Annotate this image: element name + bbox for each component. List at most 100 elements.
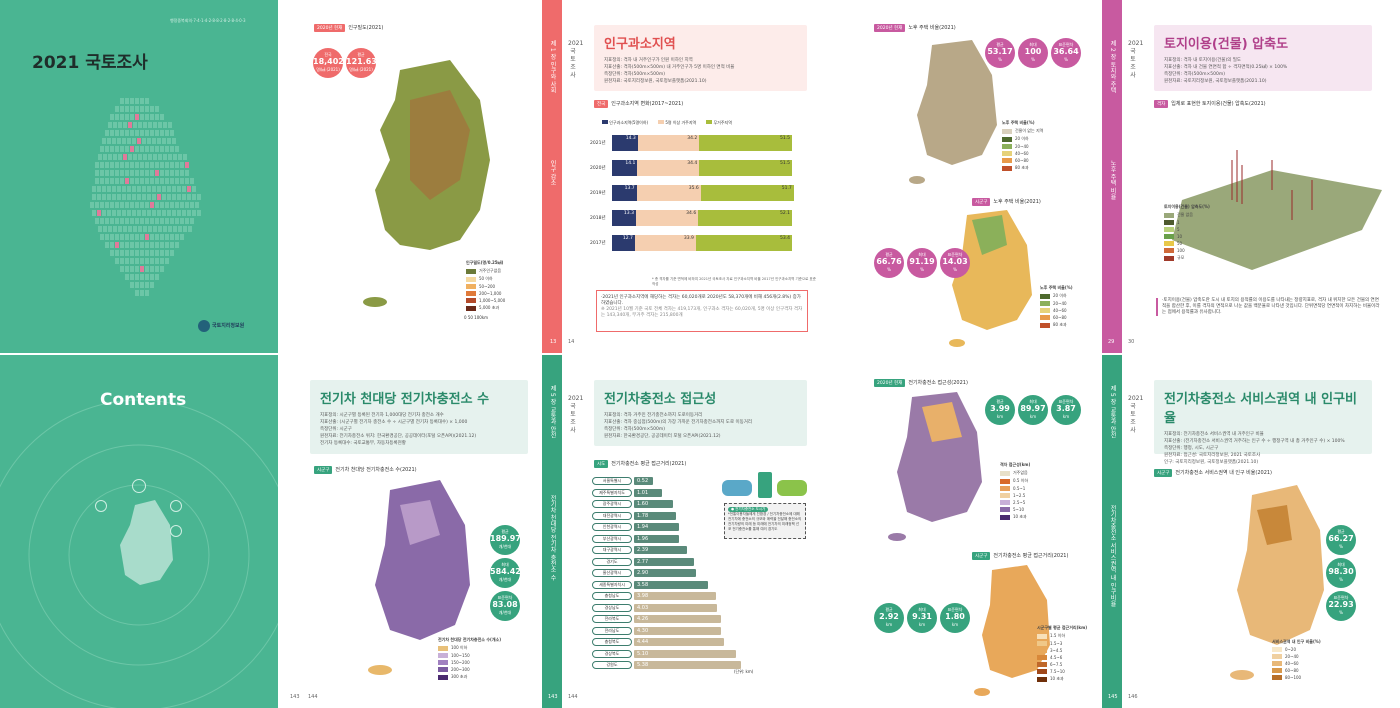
year-vertical: 2021 국토조사 (1128, 395, 1144, 434)
page-ev-accessibility: 제 5 장 교통과 안전 전기차 천대당 전기차 충전소 수 2021 국토조사 … (542, 355, 820, 708)
stat-circle: 최대 89.97 km (1018, 395, 1048, 425)
stat-circle: 표준편차 83.08 개/천대 (490, 591, 520, 621)
page-number: 144 (568, 694, 578, 700)
section-title: 전기차충전소 접근성 (604, 392, 717, 407)
chart-title: 전기차충전소 평균 접근거리(2021) (611, 461, 687, 467)
legend: 서비스권역 내 인구 비율(%) 0~20 20~40 40~60 60~80 … (1272, 639, 1321, 680)
stat-circle: 표준편차 14.03% (940, 248, 970, 278)
bar-segment: 35.6 (636, 185, 701, 201)
distance-bar: 3.58 (634, 580, 709, 589)
stat-circle: 최대 98.30% (1326, 558, 1356, 588)
stat-circle: 전국 18,402 명/㎢ (2021) (313, 48, 344, 78)
page-number: 143 (548, 694, 558, 700)
page-ev-service-area: 제 5 장 교통과 안전 전기차충전소 서비스권역 내 인구비율 2021 국토조… (1102, 355, 1400, 708)
city-label: 제주특별자치도 (592, 488, 632, 497)
city-label: 대전광역시 (592, 511, 632, 520)
section-title: 인구과소지역 (604, 37, 676, 52)
city-label: 경기도 (592, 557, 632, 566)
stat-circle: 표준편차 3.87 km (1051, 395, 1081, 425)
bar-segment: 13.3 (612, 210, 636, 226)
bar-segment: 52.1 (698, 210, 792, 226)
title-box: 토지이용(건물) 압축도 지표정의: 격자 내 토지이용(건물)의 밀도 지표산출… (1154, 25, 1372, 91)
side-tab: 제 5 장 교통과 안전 전기차 천대당 전기차 충전소 수 (542, 355, 562, 708)
bar-year-label: 2017년 (590, 241, 606, 246)
distance-bar: 2.90 (634, 569, 697, 577)
legend: 인구밀도(명/0.25㎢) 거주인구없음 50 이하 50~200 200~1,… (466, 260, 506, 311)
legend: 노후 주택 비율(%) 건물이 없는 지역 20 이하 20~40 40~60 … (1002, 120, 1044, 171)
city-label: 인천광역시 (592, 523, 632, 531)
legend: 전기차 천대당 전기차충전소 수(개소) 100 이하 100~150 150~… (438, 637, 502, 680)
legend: 노후 주택 비율(%) 20 이하 20~40 40~60 60~80 80 초… (1040, 285, 1073, 328)
title-box: 전기차충전소 서비스권역 내 인구비율 지표정의: 전기차충전소 서비스권역 내… (1154, 380, 1372, 465)
stat-circle: 평균 121.63 명/㎢ (2021) (346, 48, 377, 78)
bar-segment: 13.7 (612, 185, 637, 201)
korea-map (949, 210, 1032, 347)
bar-segment: 51.5 (699, 135, 792, 151)
chart-title: 입체로 표현한 토지이용(건물) 압축도(2021) (1171, 101, 1266, 107)
stat-circle: 평균 189.97 개/천대 (490, 525, 521, 555)
bar-year-label: 2020년 (590, 166, 606, 171)
unit-label: (단위: km) (734, 669, 754, 674)
page-number: 29 (1108, 339, 1115, 345)
bar-year-label: 2019년 (590, 191, 606, 196)
stat-circle: 표준편차 36.64% (1051, 38, 1081, 68)
map-title: 인구밀도(2021) (348, 25, 384, 31)
korea-map (909, 40, 997, 184)
city-label: 충청남도 (592, 592, 632, 600)
page-number: 143 (290, 694, 300, 700)
page-population-density: 2020년 현재 인구밀도(2021) 전국 18,402 명/㎢ (2021) 평균… (280, 0, 542, 353)
stat-circle: 평균 53.17% (985, 38, 1015, 68)
korea-map (363, 60, 490, 307)
distance-bar: 1.94 (634, 523, 679, 531)
distance-bar: 5.38 (634, 661, 741, 669)
stat-circle: 최대 100% (1018, 38, 1048, 68)
cover-small-text: 행정중복회의·7·4·1·4·2·8·8·2·8·2·8·4·0·3 (170, 18, 246, 23)
distance-bar: 4.30 (634, 626, 722, 635)
distance-bar: 3.98 (634, 592, 716, 600)
home-icon (170, 500, 182, 512)
info-box: ● 전기차충전소 도시가 *전통이용자들에게 친환경 / 전기차충전소에 대해 … (724, 503, 806, 539)
distance-bar: 1.01 (634, 488, 663, 497)
city-label: 강원도 (592, 661, 632, 669)
side-tab: 제 1 장 인구와 사회 인구 감소 (542, 0, 562, 353)
map-title: 전기차충전소 서비스권역 내 인구 비율(2021) (1175, 470, 1273, 476)
distance-bar: 1.60 (634, 500, 673, 508)
distance-bar: 1.78 (634, 511, 677, 520)
bar-segment: 14.3 (612, 135, 638, 151)
contents-panel: Contents (0, 355, 278, 708)
bar-segment: 51.7 (700, 185, 794, 201)
title-box: 인구과소지역 지표정의: 격자 내 거주인구가 인원 이하인 지역 지표산출: 격… (594, 25, 807, 91)
distance-bar: 2.77 (634, 557, 694, 566)
bar-segment: 12.7 (612, 235, 635, 251)
cover-title: 2021 국토조사 (32, 53, 148, 73)
page-ev-access-maps: 2020년 현재 전기차충전소 접근성(2021) 평균 3.99 km 최대 89.9… (822, 355, 1100, 708)
page-depopulation: 제 1 장 인구와 사회 인구 감소 2021 국토조사 인구과소지역 지표정의:… (542, 0, 820, 353)
korea-map (974, 565, 1050, 696)
legend: 시군구별 평균 접근거리(km) 1.5 이하 1.5~3 3~4.5 4.5~… (1037, 625, 1088, 682)
bar-segment: 34.4 (637, 160, 700, 176)
map-title: 전기차충전소 평균 접근거리(2021) (993, 553, 1069, 559)
bar-segment: 51.5 (699, 160, 792, 176)
car-icon (170, 525, 182, 537)
bar-segment: 33.9 (634, 235, 696, 251)
cover-panel: 행정중복회의·7·4·1·4·2·8·8·2·8·2·8·4·0·3 2021 … (0, 0, 278, 353)
distance-bar: 4.44 (634, 638, 724, 646)
page-ev-charger-count: 전기차 천대당 전기차충전소 수 지표정의: 시군구별 등록된 전기차 1,00… (280, 355, 542, 708)
bar-year-label: 2021년 (590, 141, 606, 146)
map-tag: 2020년 현재 (314, 24, 346, 32)
distance-bar: 4.03 (634, 603, 717, 612)
page-land-compactness: 제 2 장 토지와 주택 노후 주택 비율 2021 국토조사 토지이용(건물) … (1102, 0, 1400, 353)
map-title: 노후 주택 비율(2021) (993, 199, 1041, 205)
year-vertical: 2021 국토조사 (568, 395, 584, 434)
korea-map (888, 392, 982, 541)
korea-silhouette (120, 500, 173, 585)
map-title: 전기차 천대당 전기차충전소 수(2021) (335, 467, 417, 473)
city-label: 울산광역시 (592, 569, 632, 577)
side-tab: 제 2 장 토지와 주택 노후 주택 비율 (1102, 0, 1122, 353)
legend: 토지이용(건물) 압축도(%) 건물 없음 1 5 10 50 100 규모 (1164, 204, 1210, 261)
map-title: 노후 주택 비율(2021) (908, 25, 956, 31)
section-title: 토지이용(건물) 압축도 (1164, 37, 1289, 52)
page-number: 146 (1128, 694, 1138, 700)
chart-title: 인구과소지역 변화(2017~2021) (611, 101, 684, 107)
stat-circle: 최대 91.19% (907, 248, 937, 278)
